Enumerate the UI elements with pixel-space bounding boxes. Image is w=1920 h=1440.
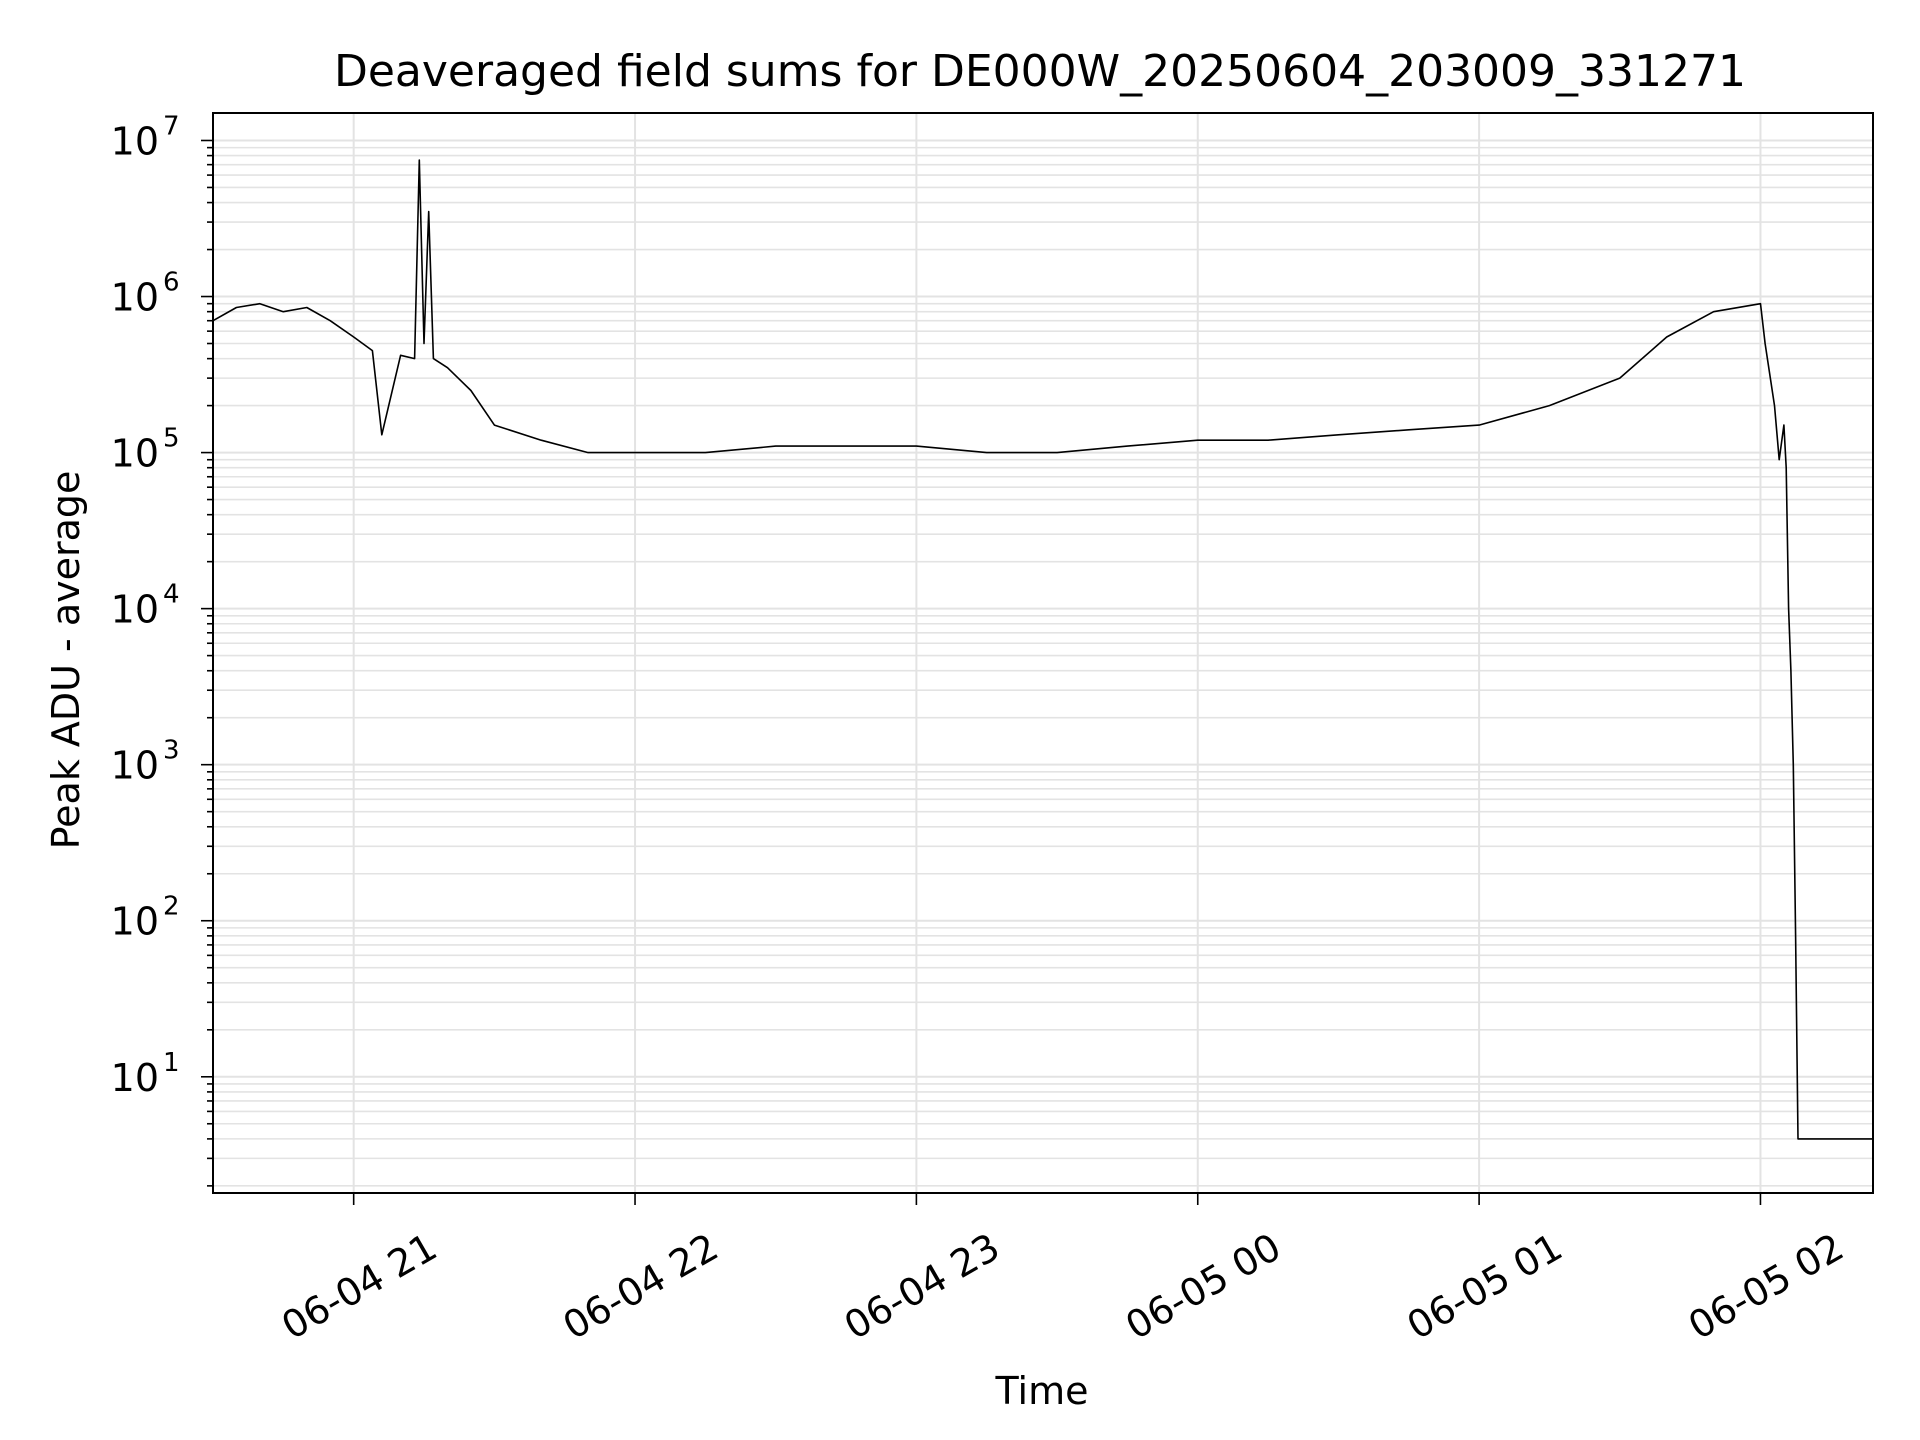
y-tick-exponent: 2: [163, 892, 180, 922]
y-tick-label: 10: [111, 1056, 159, 1100]
y-tick-label: 10: [111, 744, 159, 788]
y-tick-label: 10: [111, 432, 159, 476]
y-tick-label: 10: [111, 588, 159, 632]
axis-ticks: [201, 139, 1762, 1205]
plot-frame: [212, 112, 1874, 1194]
y-tick-exponent: 1: [163, 1048, 180, 1078]
x-axis-label: Time: [995, 1369, 1089, 1413]
series-line: [212, 159, 1873, 1140]
y-tick-exponent: 3: [163, 736, 180, 766]
y-tick-exponent: 7: [163, 111, 180, 141]
y-tick-exponent: 6: [163, 268, 180, 298]
y-tick-label: 10: [111, 119, 159, 163]
y-tick-exponent: 4: [163, 580, 180, 610]
chart-title: Deaveraged field sums for DE000W_2025060…: [334, 46, 1746, 97]
y-tick-label: 10: [111, 276, 159, 320]
grid-lines: [213, 113, 1873, 1193]
plot-area: [212, 159, 1873, 1140]
y-tick-exponent: 5: [163, 424, 180, 454]
y-tick-label: 10: [111, 900, 159, 944]
y-axis-label: Peak ADU - average: [44, 471, 88, 850]
